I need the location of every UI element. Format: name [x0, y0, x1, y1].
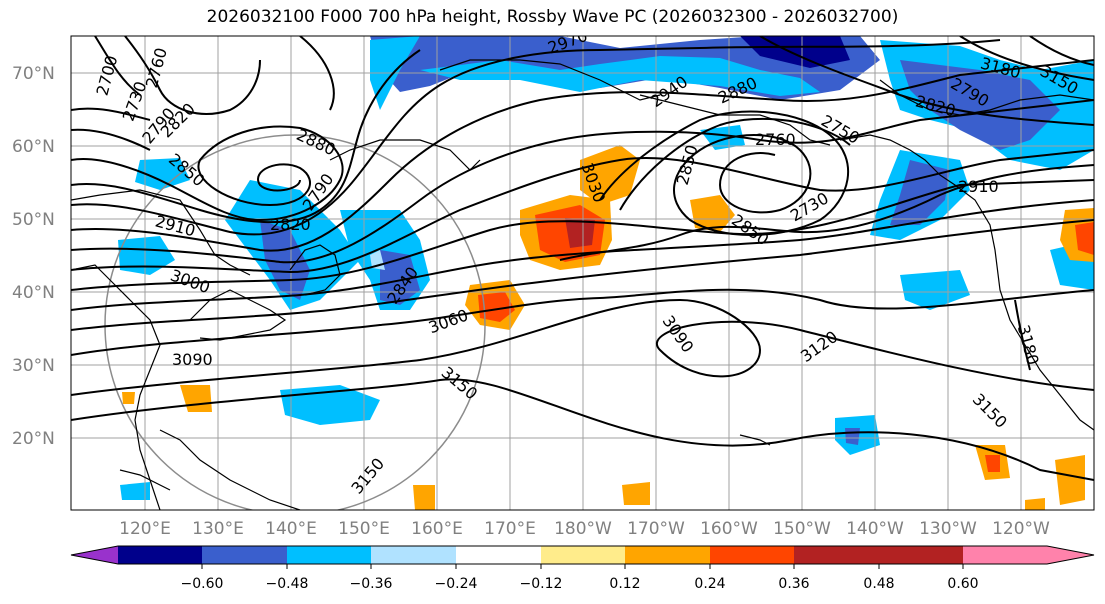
longitude-labels: 120°E 130°E 140°E 150°E 160°E 170°E 180°… [119, 519, 1050, 539]
map-title: 2026032100 F000 700 hPa height, Rossby W… [206, 7, 899, 27]
lat-label: 20°N [12, 429, 55, 449]
colorbar-tick-label: 0.24 [694, 576, 725, 592]
lon-label: 120°E [119, 519, 171, 539]
lon-label: 160°E [411, 519, 463, 539]
colorbar-segment [118, 546, 202, 564]
colorbar-segment [541, 546, 625, 564]
lon-label: 170°E [484, 519, 536, 539]
colorbar-segment [794, 546, 879, 564]
lon-label: 140°E [265, 519, 317, 539]
lon-label: 160°W [700, 519, 758, 539]
latitude-labels: 70°N 60°N 50°N 40°N 30°N 20°N [12, 64, 55, 449]
map-content: 2700 2730 2760 2790 2820 2850 2880 2910 … [71, 36, 1094, 510]
lon-label: 150°W [773, 519, 831, 539]
lon-label: 150°E [338, 519, 390, 539]
colorbar-outline [70, 545, 1095, 565]
colorbar-tick-label: 0.12 [609, 576, 640, 592]
colorbar-segment [371, 546, 456, 564]
height-contours [71, 36, 1094, 481]
contour-label: 2760 [755, 130, 796, 149]
colorbar-ticks: −0.60 −0.48 −0.36 −0.24 −0.12 0.12 0.24 … [181, 564, 979, 592]
lat-label: 60°N [12, 137, 55, 157]
colorbar-tick-label: −0.24 [435, 576, 478, 592]
positive-anomaly-shading [122, 145, 1094, 510]
colorbar-tick-label: 0.48 [863, 576, 894, 592]
contour-label: 3090 [172, 350, 213, 369]
contour-label: 2910 [958, 177, 999, 196]
colorbar-tick-label: −0.48 [266, 576, 309, 592]
lon-label: 140°W [846, 519, 904, 539]
colorbar-tick-label: 0.60 [947, 576, 978, 592]
contour-label: 2820 [270, 215, 311, 234]
lat-label: 40°N [12, 283, 55, 303]
lon-label: 170°W [627, 519, 685, 539]
map-frame [70, 35, 1095, 511]
lon-label: 180°W [554, 519, 612, 539]
colorbar-tick-label: −0.60 [181, 576, 224, 592]
colorbar-segment [287, 546, 371, 564]
lon-label: 130°W [919, 519, 977, 539]
colorbar-tick-label: 0.36 [778, 576, 809, 592]
colorbar-segment [710, 546, 794, 564]
colorbar: −0.60 −0.48 −0.36 −0.24 −0.12 0.12 0.24 … [70, 545, 1095, 592]
reference-circle [104, 134, 486, 510]
coastlines [71, 59, 1094, 510]
lat-label: 30°N [12, 356, 55, 376]
colorbar-extend-high [963, 546, 1094, 564]
colorbar-extend-low [71, 546, 118, 564]
lat-label: 50°N [12, 210, 55, 230]
colorbar-tick-label: −0.36 [350, 576, 393, 592]
lon-label: 120°W [992, 519, 1050, 539]
colorbar-tick-label: −0.12 [520, 576, 563, 592]
lat-label: 70°N [12, 64, 55, 84]
colorbar-segment [202, 546, 287, 564]
colorbar-segment [456, 546, 541, 564]
lon-label: 130°E [192, 519, 244, 539]
colorbar-segment [879, 546, 963, 564]
colorbar-segment [625, 546, 710, 564]
map-gridlines [71, 36, 1094, 510]
